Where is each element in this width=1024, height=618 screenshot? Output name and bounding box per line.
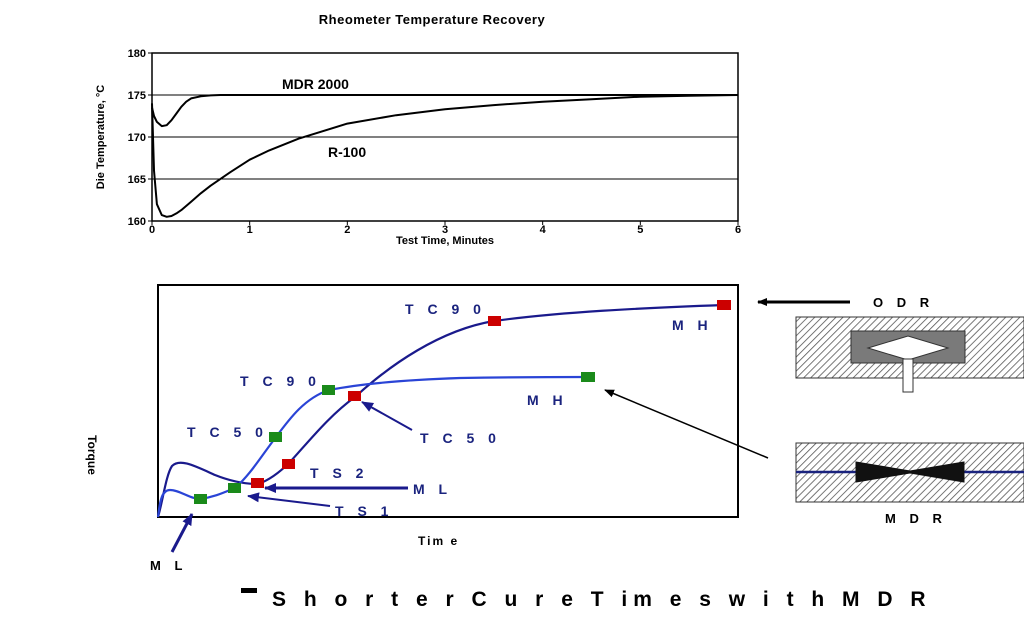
temp-y-tick-label: 170: [128, 132, 146, 144]
temperature-chart: Rheometer Temperature Recovery 0 1 2 3 4 5 6 1…: [95, 12, 741, 247]
mdr-marker-tc90: [322, 385, 335, 395]
arrow-mdr: [604, 389, 769, 459]
mdr-marker-ts: [228, 483, 241, 493]
label-tc90-mdr: T C 9 0: [240, 373, 321, 389]
label-mh-mdr: M H: [527, 392, 568, 408]
bullet-point: S h o r t e r C u r e T im e s w i t h M…: [241, 588, 932, 611]
temp-y-ticks: 160 165 170 175 180: [128, 48, 152, 228]
series-label-mdr2000: MDR 2000: [282, 76, 349, 92]
cure-plot-frame: [157, 284, 739, 518]
temp-y-tick-label: 165: [128, 174, 146, 186]
temp-series: [151, 94, 739, 218]
label-tc50-mdr: T C 5 0: [187, 424, 268, 440]
odr-marker-mh: [717, 300, 731, 310]
arrow-ml-bottom: [170, 513, 194, 553]
temp-y-axis-label: Die Temperature, °C: [95, 85, 107, 190]
mdr-marker-ml: [194, 494, 207, 504]
odr-rotor-shaft: [902, 358, 914, 393]
label-ts1: T S 1: [335, 503, 393, 519]
odr-rotor: [866, 335, 950, 361]
cure-y-axis-label: Torque: [85, 435, 99, 475]
odr-marker-tc90: [488, 316, 501, 326]
chart-title: Rheometer Temperature Recovery: [319, 12, 546, 27]
temp-x-tick-label: 1: [247, 224, 253, 236]
temp-x-tick-label: 0: [149, 224, 155, 236]
bullet-text: S h o r t e r C u r e T im e s w i t h M…: [272, 588, 932, 611]
label-odr: O D R: [873, 295, 934, 310]
mdr-biconical-cavity: [855, 461, 965, 483]
temp-y-tick-label: 175: [128, 90, 146, 102]
mdr-marker-tc50: [269, 432, 282, 442]
odr-cure-curve: [156, 303, 725, 518]
label-tc90-odr: T C 9 0: [405, 301, 486, 317]
temp-x-tick-label: 3: [442, 224, 448, 236]
temp-series-line-r100: [151, 94, 739, 218]
arrow-ts1: [247, 492, 331, 507]
label-tc50-odr: T C 5 0: [420, 430, 501, 446]
temp-x-tick-label: 5: [637, 224, 643, 236]
mdr-cure-curve: [156, 375, 589, 518]
temp-x-tick-label: 2: [344, 224, 350, 236]
temp-y-tick-label: 160: [128, 216, 146, 228]
mdr-marker-mh: [581, 372, 595, 382]
temp-y-tick-label: 180: [128, 48, 146, 60]
label-ts2: T S 2: [310, 465, 368, 481]
odr-marker-ts2: [282, 459, 295, 469]
cure-chart: T C 9 0 M H T C 9 0 M H T C 5 0 T C 5 0 …: [85, 284, 739, 573]
odr-die-diagram: O D R: [757, 295, 1024, 393]
label-mh-odr: M H: [672, 317, 713, 333]
series-label-r100: R-100: [328, 144, 366, 160]
temp-x-ticks: 0 1 2 3 4 5 6: [149, 221, 741, 236]
bullet-marker: [241, 588, 257, 593]
arrow-tc50-right: [361, 401, 413, 431]
temp-x-tick-label: 4: [540, 224, 547, 236]
odr-marker-tc50: [348, 391, 361, 401]
odr-marker-ts1: [251, 478, 264, 488]
label-mdr: M D R: [885, 511, 947, 526]
temp-series-line-mdr2000: [151, 94, 738, 128]
label-ml-right: M L: [413, 481, 452, 497]
temp-x-axis-label: Test Time, Minutes: [396, 235, 494, 247]
label-ml-bottom: M L: [150, 558, 187, 573]
temp-x-tick-label: 6: [735, 224, 741, 236]
mdr-die-diagram: M D R: [604, 389, 1024, 526]
cure-x-axis-label: Tim e: [418, 534, 459, 548]
